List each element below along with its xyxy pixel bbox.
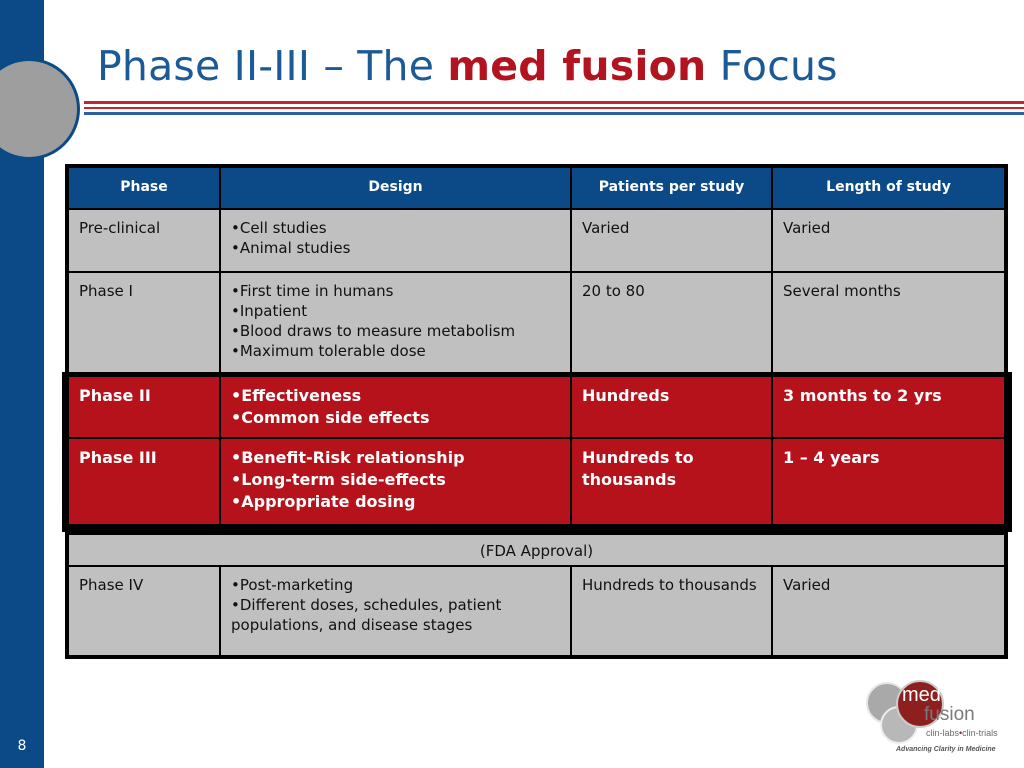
row-phase3-length: 1 – 4 years bbox=[773, 439, 1004, 524]
row-phase3-phase: Phase III bbox=[69, 439, 219, 524]
logo-subline: clin-labs•clin-trials bbox=[926, 728, 998, 738]
logo-circle bbox=[896, 680, 944, 728]
row-phase4-phase: Phase IV bbox=[69, 567, 219, 655]
header-length: Length of study bbox=[773, 168, 1004, 208]
title-prefix: Phase II-III – The bbox=[97, 42, 448, 90]
logo-sub-right: clin-trials bbox=[962, 728, 998, 738]
row-phase2-patients: Hundreds bbox=[572, 377, 771, 437]
design-bullet: Blood draws to measure metabolism bbox=[231, 321, 560, 341]
row-phase4-patients: Hundreds to thousands bbox=[572, 567, 771, 655]
design-bullet: Inpatient bbox=[231, 301, 560, 321]
design-bullet: Animal studies bbox=[231, 238, 560, 258]
header-design: Design bbox=[221, 168, 570, 208]
row-phase3-design: Benefit-Risk relationship Long-term side… bbox=[221, 439, 570, 524]
slide-number: 8 bbox=[17, 738, 27, 754]
design-bullet: Benefit-Risk relationship bbox=[231, 447, 560, 469]
row-preclinical-patients: Varied bbox=[572, 210, 771, 271]
logo-tagline: Advancing Clarity in Medicine bbox=[896, 746, 996, 753]
header-patients: Patients per study bbox=[572, 168, 771, 208]
title-brand: med fusion bbox=[447, 42, 707, 90]
row-phase4-length: Varied bbox=[773, 567, 1004, 655]
row-phase2-phase: Phase II bbox=[69, 377, 219, 437]
row-preclinical-design: Cell studies Animal studies bbox=[221, 210, 570, 271]
fda-approval-row: (FDA Approval) bbox=[69, 535, 1004, 565]
design-bullet: Cell studies bbox=[231, 218, 560, 238]
row-phase1-design: First time in humans Inpatient Blood dra… bbox=[221, 273, 570, 373]
medfusion-logo: med fusion clin-labs•clin-trials Advanci… bbox=[866, 680, 1006, 760]
title-underline-rules bbox=[84, 101, 1024, 115]
row-phase2-design: Effectiveness Common side effects bbox=[221, 377, 570, 437]
phases-table: Phase Design Patients per study Length o… bbox=[65, 164, 1008, 659]
logo-med-text: med bbox=[902, 684, 941, 706]
design-bullet: Post-marketing bbox=[231, 575, 560, 595]
row-phase1-phase: Phase I bbox=[69, 273, 219, 373]
logo-sub-dot: • bbox=[959, 728, 963, 738]
design-bullet: Appropriate dosing bbox=[231, 491, 560, 513]
row-preclinical-phase: Pre-clinical bbox=[69, 210, 219, 271]
design-bullet: First time in humans bbox=[231, 281, 560, 301]
row-phase1-length: Several months bbox=[773, 273, 1004, 373]
logo-sub-left: clin-labs bbox=[926, 728, 960, 738]
design-bullet: Common side effects bbox=[231, 407, 560, 429]
row-phase4-design: Post-marketing Different doses, schedule… bbox=[221, 567, 570, 655]
design-bullet: Effectiveness bbox=[231, 385, 560, 407]
row-phase3-patients: Hundreds to thousands bbox=[572, 439, 771, 524]
decorative-circle bbox=[0, 58, 80, 160]
header-phase: Phase bbox=[69, 168, 219, 208]
slide-title: Phase II-III – The med fusion Focus bbox=[97, 42, 838, 90]
design-bullet: Different doses, schedules, patient popu… bbox=[231, 595, 560, 635]
row-preclinical-length: Varied bbox=[773, 210, 1004, 271]
row-phase1-patients: 20 to 80 bbox=[572, 273, 771, 373]
design-bullet: Maximum tolerable dose bbox=[231, 341, 560, 361]
logo-fusion-text: fusion bbox=[924, 704, 975, 725]
design-bullet: Long-term side-effects bbox=[231, 469, 560, 491]
title-suffix: Focus bbox=[706, 42, 838, 90]
row-phase2-length: 3 months to 2 yrs bbox=[773, 377, 1004, 437]
